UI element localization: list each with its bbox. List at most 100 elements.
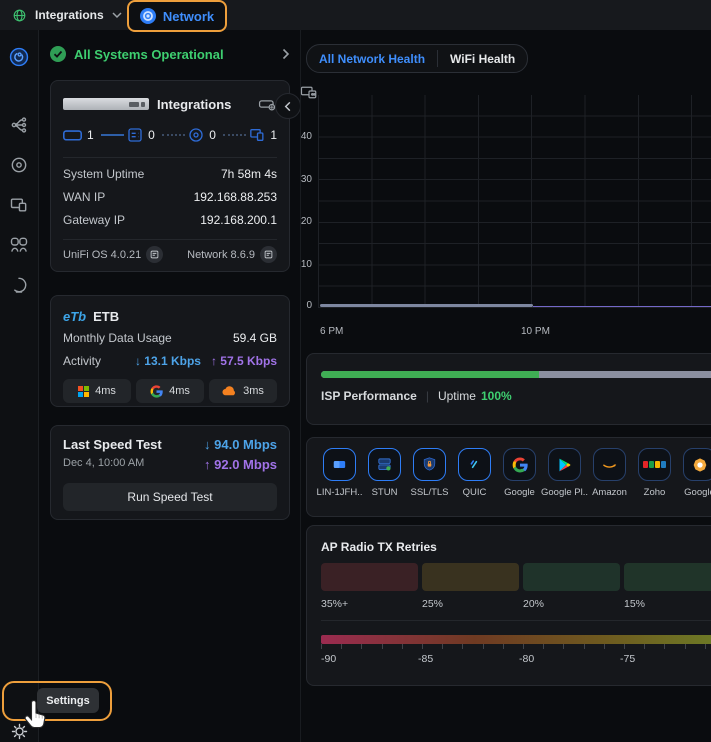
row-label: WAN IP xyxy=(63,190,105,204)
app-label: Google xyxy=(504,487,535,498)
chart-series-secondary xyxy=(533,306,711,308)
rssi-tick xyxy=(382,644,383,649)
retry-segment xyxy=(422,563,519,591)
segment-label: 15% xyxy=(624,598,711,610)
sidebar-item-clients[interactable] xyxy=(8,234,30,256)
app-label: LIN-1JFH.. xyxy=(317,487,363,498)
system-status[interactable]: All Systems Operational xyxy=(50,46,290,62)
info-row-gateway-ip: Gateway IP 192.168.200.1 xyxy=(63,208,277,231)
uptime-value: 100% xyxy=(481,389,512,403)
integrations-app-switcher[interactable]: Integrations xyxy=(0,8,124,23)
row-label: Gateway IP xyxy=(63,213,125,227)
rssi-tick xyxy=(604,644,605,649)
app-label: Google Pl.. xyxy=(541,487,588,498)
gateway-card: Integrations 1 0 0 xyxy=(50,80,290,272)
ap-radio-card: AP Radio TX Retries 35%+ 25% 20% 15% -90… xyxy=(306,525,711,686)
activity-row: Activity ↓ 13.1 Kbps ↑ 57.5 Kbps xyxy=(63,349,277,372)
ping-value: 3ms xyxy=(243,385,264,397)
app-item-google[interactable]: Google xyxy=(497,448,542,498)
app-label: Zoho xyxy=(644,487,666,498)
sidebar-item-topology[interactable] xyxy=(8,114,30,136)
access-point-icon xyxy=(188,127,204,143)
usage-value: 59.4 GB xyxy=(233,331,277,345)
google-burst-icon xyxy=(692,457,708,473)
gateway-card-header: Integrations xyxy=(63,92,277,116)
os-version-label: UniFi OS 4.0.21 xyxy=(63,249,141,261)
ping-chips-row: 4ms 4ms 3ms xyxy=(63,379,277,403)
apps-card: LIN-1JFH.. STUN SSL/TLS QUIC xyxy=(306,437,711,517)
retry-segment xyxy=(321,563,418,591)
app-label: SSL/TLS xyxy=(410,487,448,498)
app-item-stun[interactable]: STUN xyxy=(362,448,407,498)
rssi-label: -90 xyxy=(321,653,336,665)
rssi-tick xyxy=(563,644,564,649)
latency-chart[interactable] xyxy=(318,95,711,308)
chart-devices-icon[interactable] xyxy=(300,85,318,100)
check-circle-icon xyxy=(50,46,66,62)
segment-label: 20% xyxy=(523,598,624,610)
ap-radio-title: AP Radio TX Retries xyxy=(321,540,711,554)
y-tick: 20 xyxy=(294,216,312,227)
device-counts-row: 1 0 0 1 xyxy=(63,125,277,145)
hand-cursor xyxy=(22,700,48,730)
app-label: Google xyxy=(684,487,711,498)
rssi-label: -80 xyxy=(519,653,534,665)
rssi-tick xyxy=(483,644,484,649)
top-bar: Integrations Network xyxy=(0,0,711,30)
clients-icon xyxy=(9,235,29,255)
sidebar-item-devices[interactable] xyxy=(8,194,30,216)
tab-network[interactable]: Network xyxy=(127,0,227,32)
activity-label: Activity xyxy=(63,354,101,368)
app-item-ssl[interactable]: SSL/TLS xyxy=(407,448,452,498)
shield-lock-icon xyxy=(421,456,438,473)
health-tabs: All Network Health WiFi Health xyxy=(306,44,528,73)
rssi-label: -85 xyxy=(418,653,433,665)
uptime-bar-fill xyxy=(321,371,539,378)
tab-all-network-health[interactable]: All Network Health xyxy=(307,45,437,72)
y-tick: 40 xyxy=(294,131,312,142)
apps-row: LIN-1JFH.. STUN SSL/TLS QUIC xyxy=(307,438,711,498)
speed-test-title: Last Speed Test xyxy=(63,437,162,452)
amazon-smile-icon xyxy=(601,457,618,472)
rssi-tick xyxy=(321,644,322,649)
cloudflare-cloud-icon xyxy=(222,386,237,397)
app-item-google-2[interactable]: Google xyxy=(677,448,711,498)
ping-chip-microsoft[interactable]: 4ms xyxy=(63,379,131,403)
sidebar-item-insights[interactable] xyxy=(8,274,30,296)
rssi-tick xyxy=(644,644,645,649)
status-label: All Systems Operational xyxy=(74,47,224,62)
integrations-label: Integrations xyxy=(35,8,104,22)
ping-chip-cloudflare[interactable]: 3ms xyxy=(209,379,277,403)
app-item-amazon[interactable]: Amazon xyxy=(587,448,632,498)
rssi-scale: -90 -85 -80 -75 xyxy=(321,644,711,672)
tab-wifi-health[interactable]: WiFi Health xyxy=(438,45,527,72)
rssi-tick xyxy=(624,644,625,649)
ping-chip-google[interactable]: 4ms xyxy=(136,379,204,403)
app-label: QUIC xyxy=(463,487,487,498)
etb-logo-icon: eTb xyxy=(63,309,86,324)
release-notes-button[interactable] xyxy=(260,246,277,263)
collapse-panel-button[interactable] xyxy=(275,93,301,119)
sidebar-item-radios[interactable] xyxy=(8,154,30,176)
client-devices-icon xyxy=(249,127,266,143)
app-item-quic[interactable]: QUIC xyxy=(452,448,497,498)
gateway-device-image xyxy=(63,98,149,110)
run-speed-test-button[interactable]: Run Speed Test xyxy=(63,483,277,511)
app-item-lin[interactable]: LIN-1JFH.. xyxy=(317,448,362,498)
ping-value: 4ms xyxy=(169,385,190,397)
gateway-icon xyxy=(63,128,82,142)
google-g-icon xyxy=(150,385,163,398)
os-version: UniFi OS 4.0.21 xyxy=(63,246,163,263)
window-icon xyxy=(331,456,348,473)
sidebar-item-dashboard[interactable] xyxy=(8,46,30,68)
rssi-tick xyxy=(685,644,686,649)
app-item-zoho[interactable]: Zoho xyxy=(632,448,677,498)
app-item-google-play[interactable]: Google Pl.. xyxy=(542,448,587,498)
chevron-right-icon[interactable] xyxy=(281,48,290,60)
chevron-down-icon[interactable] xyxy=(112,11,122,19)
row-value: 192.168.200.1 xyxy=(200,213,277,227)
rssi-tick xyxy=(361,644,362,649)
gateway-count: 1 xyxy=(87,128,94,142)
release-notes-button[interactable] xyxy=(146,246,163,263)
sidebar xyxy=(0,30,39,742)
